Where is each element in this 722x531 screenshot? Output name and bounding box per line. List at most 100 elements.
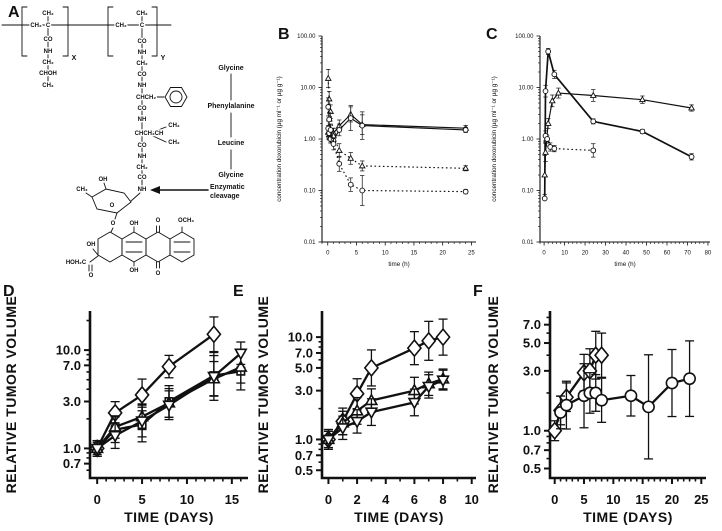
svg-text:1.0: 1.0	[295, 432, 313, 447]
svg-text:OH: OH	[130, 221, 139, 227]
svg-text:TIME (DAYS): TIME (DAYS)	[583, 509, 673, 525]
svg-text:NH: NH	[138, 187, 147, 193]
svg-text:TIME (DAYS): TIME (DAYS)	[354, 509, 444, 525]
svg-text:10.0: 10.0	[288, 330, 313, 345]
series-markers	[325, 104, 469, 195]
axes	[539, 36, 710, 243]
svg-text:50: 50	[643, 251, 650, 257]
svg-text:CH₃: CH₃	[76, 187, 88, 193]
svg-text:CH₃: CH₃	[136, 11, 148, 17]
svg-text:70: 70	[684, 251, 691, 257]
series-triangle-down	[90, 341, 248, 457]
svg-text:O: O	[156, 271, 161, 277]
svg-text:Y: Y	[161, 55, 166, 62]
svg-text:7.0: 7.0	[63, 358, 81, 373]
series-markers	[89, 324, 222, 458]
svg-text:Glycine: Glycine	[218, 172, 243, 179]
svg-text:TIME (DAYS): TIME (DAYS)	[124, 509, 214, 525]
panel-f-chart: 0 5 10 15 20 25 7.0 5.0 3.0 1.0 0.7 0.5 TIME (DAYS) R…	[488, 296, 709, 525]
svg-text:OCH₃: OCH₃	[178, 218, 194, 224]
series-markers	[554, 372, 696, 419]
svg-text:1.0: 1.0	[63, 441, 81, 456]
svg-text:20: 20	[439, 251, 446, 257]
series-markers	[542, 133, 597, 154]
svg-text:RELATIVE TUMOR VOLUME: RELATIVE TUMOR VOLUME	[488, 296, 501, 494]
error-bars	[326, 69, 468, 172]
svg-text:CH₂: CH₂	[136, 165, 148, 171]
panel-b-chart: 0 5 10 15 20 25 100.00 10.00 1.00 0.10 0.01 time (h…	[276, 34, 476, 268]
svg-text:CH₃: CH₃	[42, 11, 54, 17]
series-triangle-dotted	[324, 69, 470, 172]
svg-text:CHOH: CHOH	[39, 71, 57, 77]
svg-text:NH: NH	[138, 117, 147, 123]
svg-text:1.0: 1.0	[523, 423, 541, 438]
svg-text:10: 10	[561, 251, 568, 257]
panel-label-f: F	[473, 283, 483, 300]
series-markers	[541, 48, 695, 202]
svg-text:0.7: 0.7	[523, 443, 541, 458]
series-line	[544, 135, 594, 151]
svg-text:Leucine: Leucine	[218, 140, 245, 147]
svg-text:0: 0	[542, 251, 546, 257]
svg-text:CH₂: CH₂	[136, 61, 148, 67]
svg-text:2: 2	[353, 492, 360, 507]
svg-text:5.0: 5.0	[523, 336, 541, 351]
svg-text:10.0: 10.0	[56, 343, 81, 358]
error-bars	[543, 130, 596, 158]
svg-text:CH₂: CH₂	[42, 60, 54, 66]
svg-text:10: 10	[180, 492, 194, 507]
svg-text:O: O	[110, 203, 115, 209]
svg-text:CHCH₂: CHCH₂	[136, 95, 156, 101]
svg-text:CH₃: CH₃	[168, 123, 180, 129]
svg-text:O: O	[89, 273, 94, 279]
ticks-and-labels: 0 5 10 15 20 25 100.00 10.00 1.00 0.10 0.01 time (h…	[276, 34, 475, 268]
series-markers	[321, 375, 450, 447]
aglycone-ring-bonds	[88, 225, 195, 272]
svg-text:CO: CO	[138, 143, 147, 149]
svg-text:CO: CO	[44, 37, 53, 43]
svg-text:5: 5	[580, 492, 587, 507]
svg-text:15: 15	[225, 492, 239, 507]
panel-a-chemical-structure: CH₂ C CH₃ CO NH CH₂ CHOH CH₃ X CH₂ C CH₃ Y CO NH CH₂ CO N…	[1, 6, 256, 280]
ticks-and-labels: 0 5 10 15 10.07.0 3.0 1.00.7 TIME (DAYS) RELATIV…	[3, 296, 242, 525]
svg-text:15: 15	[411, 251, 418, 257]
axes	[320, 311, 476, 480]
enzymatic-cleavage-arrow	[150, 186, 209, 194]
svg-text:1.00: 1.00	[304, 137, 316, 143]
svg-text:1.00: 1.00	[522, 137, 534, 143]
svg-text:7.0: 7.0	[523, 317, 541, 332]
svg-text:10: 10	[382, 251, 389, 257]
panel-label-d: D	[3, 283, 15, 300]
svg-text:C: C	[140, 23, 145, 29]
svg-text:time (h): time (h)	[614, 261, 635, 268]
svg-text:CH₂: CH₂	[30, 23, 42, 29]
svg-text:concentration doxorubicin (µg: concentration doxorubicin (µg ml⁻¹ or µg…	[491, 76, 498, 202]
series-triangle-down	[321, 369, 450, 451]
svg-text:HOH₂C: HOH₂C	[66, 260, 87, 266]
panel-label-c: C	[486, 26, 498, 43]
svg-text:cleavage: cleavage	[210, 193, 240, 200]
svg-text:60: 60	[664, 251, 671, 257]
panel-d-chart: 0 5 10 15 10.07.0 3.0 1.00.7 TIME (DAYS) RELATIV…	[3, 296, 248, 525]
panel-label-e: E	[233, 283, 244, 300]
svg-text:100.00: 100.00	[515, 34, 534, 40]
svg-text:10: 10	[606, 492, 620, 507]
svg-text:4: 4	[382, 492, 390, 507]
svg-text:40: 40	[623, 251, 630, 257]
svg-text:OH: OH	[87, 242, 96, 248]
svg-text:time (h): time (h)	[388, 261, 409, 268]
svg-text:NH: NH	[138, 83, 147, 89]
svg-text:20: 20	[582, 251, 589, 257]
svg-text:0.7: 0.7	[63, 456, 81, 471]
series-diamond	[89, 316, 222, 458]
svg-text:CO: CO	[138, 106, 147, 112]
series-line	[543, 50, 692, 199]
svg-text:CO: CO	[138, 72, 147, 78]
ticks-and-labels: 0 10 20 30 40 50 60 70 80 100.00 10.00 1.00 0.10 0.01…	[491, 34, 712, 268]
svg-text:CO: CO	[138, 39, 147, 45]
svg-text:CH₃: CH₃	[42, 83, 54, 89]
svg-text:25: 25	[468, 251, 475, 257]
svg-text:Phenylalanine: Phenylalanine	[207, 103, 254, 110]
svg-text:concentration doxorubicin (µg: concentration doxorubicin (µg ml⁻¹ or µg…	[276, 76, 283, 202]
